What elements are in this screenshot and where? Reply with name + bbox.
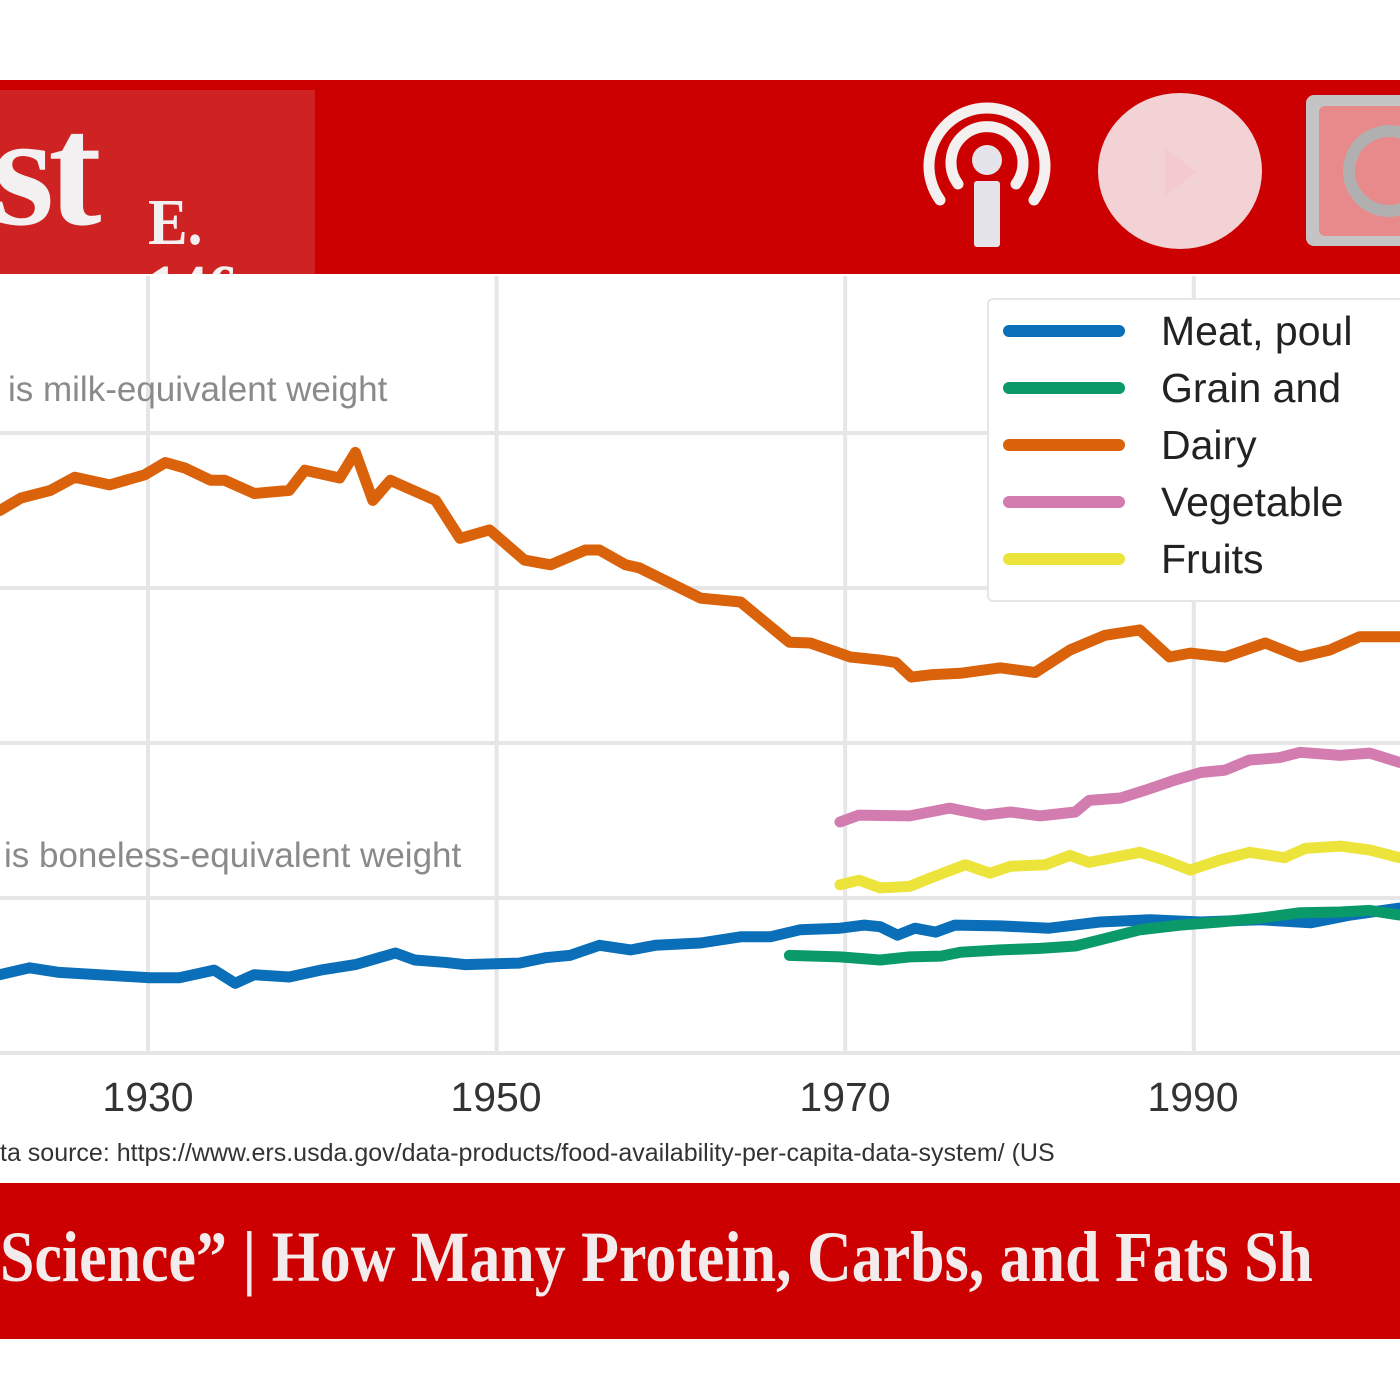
play-icon[interactable]	[1097, 92, 1263, 250]
legend-swatch	[1003, 496, 1125, 508]
show-title-box: st E. 146	[0, 90, 315, 274]
legend-swatch	[1003, 325, 1125, 337]
legend-swatch	[1003, 439, 1125, 451]
podcast-icon[interactable]	[918, 92, 1056, 250]
episode-number: E. 146	[148, 186, 237, 275]
legend-item-grain: Grain and	[1003, 363, 1341, 413]
legend-label: Vegetable	[1161, 478, 1344, 525]
x-tick-label: 1990	[1147, 1074, 1239, 1120]
x-tick-label: 1930	[102, 1074, 194, 1120]
data-source-caption: ta source: https://www.ers.usda.gov/data…	[0, 1139, 1055, 1167]
legend-label: Fruits	[1161, 535, 1264, 582]
series-line-fruits	[834, 840, 1400, 894]
legend-item-vegetables: Vegetable	[1003, 477, 1343, 527]
legend-item-meat: Meat, poul	[1003, 306, 1352, 356]
annotation-milk-equivalent: is milk-equivalent weight	[8, 370, 388, 409]
footer-banner: Science” | How Many Protein, Carbs, and …	[0, 1183, 1400, 1339]
legend-swatch	[1003, 553, 1125, 565]
legend-item-fruits: Fruits	[1003, 534, 1264, 584]
legend-item-dairy: Dairy	[1003, 420, 1257, 470]
series-line-vegetable	[834, 746, 1400, 828]
legend-label: Dairy	[1161, 421, 1257, 468]
series-lines	[0, 446, 1400, 989]
legend: Meat, poul Grain and Dairy Vegetable Fru…	[987, 298, 1400, 602]
series-line-grain-and	[783, 904, 1400, 966]
series-line-dairy	[0, 446, 1400, 683]
x-tick-label: 1950	[450, 1074, 542, 1120]
legend-label: Grain and	[1161, 364, 1342, 411]
annotation-boneless-equivalent: is boneless-equivalent weight	[4, 836, 462, 875]
x-tick-label: 1970	[799, 1074, 891, 1120]
legend-swatch	[1003, 382, 1125, 394]
legend-label: Meat, poul	[1161, 307, 1353, 354]
show-title: st	[0, 90, 102, 259]
series-line-meat-poul	[0, 902, 1400, 989]
episode-title: Science” | How Many Protein, Carbs, and …	[0, 1217, 1313, 1297]
record-icon[interactable]	[1304, 93, 1400, 248]
